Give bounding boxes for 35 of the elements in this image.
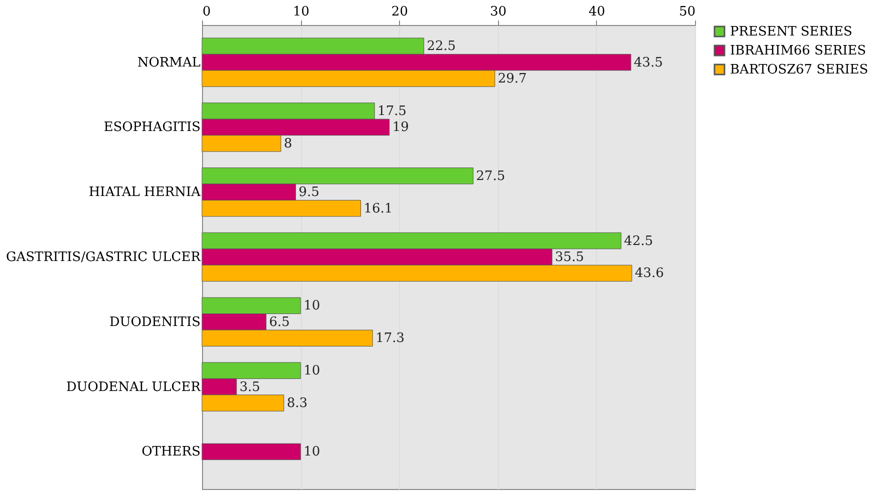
data-label: 43.6	[634, 266, 664, 282]
data-label: 10	[304, 444, 320, 460]
data-label: 19	[392, 120, 409, 136]
x-tick-label: 30	[490, 4, 507, 20]
data-label: 10	[304, 364, 320, 379]
data-label: 17.3	[376, 331, 405, 346]
data-label: 9.5	[298, 185, 320, 200]
y-tick-label: OTHERS	[142, 444, 200, 460]
data-label: 8	[284, 136, 292, 152]
data-label: 42.5	[624, 234, 654, 249]
x-tick-label: 0	[202, 4, 211, 20]
data-label: 16.1	[364, 201, 393, 216]
y-tick-label: NORMAL	[137, 55, 201, 70]
data-label: 43.5	[634, 55, 663, 70]
y-tick-label: GASTRITIS/GASTRIC ULCER	[6, 250, 202, 265]
data-label: 17.5	[378, 104, 407, 119]
legend-label: IBRAHIM66 SERIES	[730, 44, 866, 58]
legend-label: PRESENT SERIES	[730, 24, 852, 40]
x-tick-label: 50	[678, 4, 696, 20]
data-label: 35.5	[555, 250, 584, 265]
x-tick-label: 10	[292, 4, 310, 20]
data-label: 8.3	[286, 396, 308, 412]
y-tick-label: DUODENAL ULCER	[66, 380, 202, 395]
data-label: 29.7	[498, 72, 527, 87]
y-tick-label: DUODENITIS	[109, 314, 200, 330]
data-label: 10	[304, 298, 320, 314]
x-tick-label: 20	[391, 4, 408, 20]
x-tick-label: 40	[588, 4, 606, 20]
data-label: 6.5	[269, 314, 290, 330]
data-label: 3.5	[240, 380, 260, 395]
data-label: 22.5	[426, 39, 456, 54]
legend-label: BARTOSZ67 SERIES	[730, 62, 868, 78]
y-tick-label: ESOPHAGITIS	[104, 120, 200, 136]
y-tick-label: HIATAL HERNIA	[88, 185, 202, 200]
data-label: 27.5	[476, 168, 506, 184]
